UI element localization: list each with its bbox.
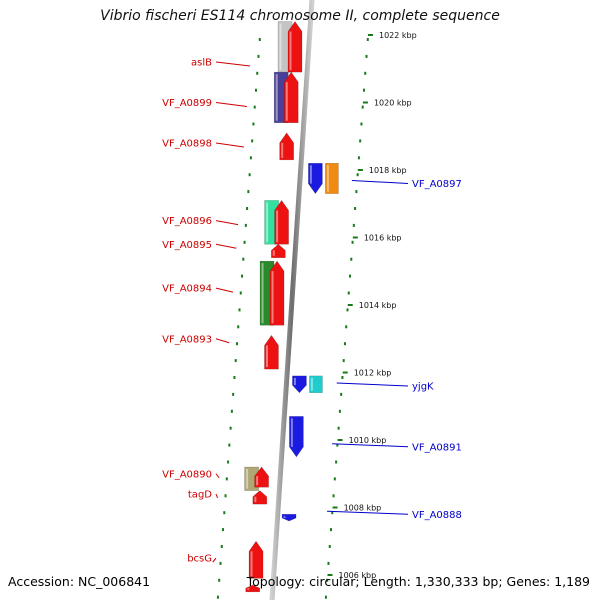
left-leader-line xyxy=(215,61,251,67)
kbp-tick-label: 1014 kbp xyxy=(359,301,397,310)
gene-arrow xyxy=(264,334,279,370)
left-leader-line xyxy=(215,243,237,249)
gene-arrow xyxy=(292,375,307,394)
gene-arrow xyxy=(269,260,285,326)
gene-arrow xyxy=(308,162,323,195)
right-gene-label: VF_A0897 xyxy=(412,179,462,190)
left-gene-label: aslB xyxy=(191,58,212,69)
gene-arrow xyxy=(281,513,297,522)
accession-text: Accession: NC_006841 xyxy=(8,574,151,589)
left-gene-label: VF_A0896 xyxy=(162,216,212,227)
right-leader-line xyxy=(351,180,409,184)
backbone-line xyxy=(269,0,315,600)
gene-arrow xyxy=(254,466,269,488)
right-gene-label: VF_A0888 xyxy=(412,510,462,521)
topology-text: Topology: circular; Length: 1,330,333 bp… xyxy=(246,574,590,589)
gene-arrow xyxy=(271,243,286,259)
gene-arrow xyxy=(325,162,339,194)
gene-arrow xyxy=(287,20,303,73)
gene-arrow xyxy=(248,540,264,579)
left-leader-line xyxy=(215,142,244,148)
gene-arrow xyxy=(309,375,323,394)
kbp-tick-label: 1020 kbp xyxy=(374,99,412,108)
gene-arrow xyxy=(274,199,289,245)
right-leader-line xyxy=(327,510,409,515)
kbp-tick-label: 1008 kbp xyxy=(344,504,382,513)
left-leader-line xyxy=(215,220,239,226)
left-leader-line xyxy=(215,473,220,479)
left-gene-label: tagD xyxy=(188,490,212,501)
left-gene-label: VF_A0895 xyxy=(162,240,212,251)
right-leader-line xyxy=(336,382,409,387)
left-gene-label: VF_A0894 xyxy=(162,284,212,295)
left-gene-label: VF_A0899 xyxy=(162,98,212,109)
kbp-tick-label: 1010 kbp xyxy=(349,436,387,445)
left-gene-label: VF_A0898 xyxy=(162,139,212,150)
gene-arrow xyxy=(245,584,261,593)
right-gene-label: VF_A0891 xyxy=(412,442,462,453)
left-leader-line xyxy=(212,557,217,563)
right-gene-label: yjgK xyxy=(412,382,434,393)
kbp-tick-label: 1016 kbp xyxy=(364,234,402,243)
map-title: Vibrio fischeri ES114 chromosome II, com… xyxy=(100,8,500,24)
right-leader-line xyxy=(332,443,409,448)
left-gene-label: VF_A0893 xyxy=(162,334,212,345)
gene-arrow xyxy=(279,132,294,161)
left-leader-line xyxy=(215,493,219,499)
kbp-tick-label: 1022 kbp xyxy=(379,31,417,40)
kbp-tick-label: 1006 kbp xyxy=(339,571,377,580)
gene-arrow xyxy=(289,416,304,458)
gene-arrow xyxy=(252,490,268,505)
left-leader-line xyxy=(215,338,230,344)
left-gene-label: VF_A0890 xyxy=(162,469,212,480)
left-leader-line xyxy=(215,287,234,293)
gene-arrow xyxy=(283,71,299,124)
left-leader-line xyxy=(215,102,248,107)
kbp-tick-label: 1018 kbp xyxy=(369,166,407,175)
kbp-tick-label: 1012 kbp xyxy=(354,369,392,378)
left-gene-label: bcsG xyxy=(187,554,212,565)
